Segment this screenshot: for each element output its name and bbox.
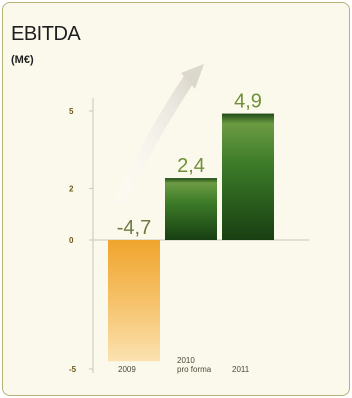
data-label: 2,4 <box>177 155 205 177</box>
x-tick-label: pro forma <box>177 365 212 374</box>
value-labels: -4,7 2,4 4,9 <box>117 91 262 239</box>
x-tick-label: 2011 <box>232 365 250 374</box>
bars <box>108 113 274 362</box>
y-tick-label: 5 <box>69 107 74 116</box>
chart-card: EBITDA (M€) -5 0 2 5 <box>2 2 350 396</box>
y-tick-label: -5 <box>69 365 77 374</box>
y-tick-label: 0 <box>69 236 74 245</box>
bar <box>222 113 274 240</box>
chart-subtitle: (M€) <box>11 54 34 66</box>
growth-arrow-icon <box>115 64 204 205</box>
bar <box>165 178 217 240</box>
x-tick-label: 2009 <box>118 365 136 374</box>
chart-title: EBITDA <box>11 23 81 45</box>
y-tick-label: 2 <box>69 184 74 193</box>
x-tick-label: 2010 <box>177 356 195 365</box>
data-label: 4,9 <box>234 91 262 113</box>
bar <box>108 240 160 362</box>
data-label: -4,7 <box>117 217 151 239</box>
